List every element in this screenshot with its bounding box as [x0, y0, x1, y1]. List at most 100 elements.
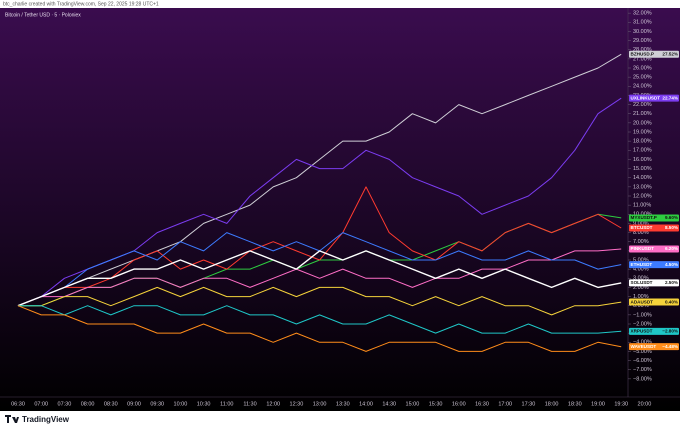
- y-tick-label: 11.00%: [633, 203, 651, 209]
- y-tick-label: 31.00%: [633, 20, 652, 26]
- y-tick-label: 2.00%: [633, 285, 649, 291]
- x-tick-label: 13:00: [313, 401, 327, 407]
- y-tick-label: 27.00%: [633, 56, 652, 62]
- series-line: [18, 286, 622, 316]
- x-tick-label: 18:00: [545, 401, 559, 407]
- series-value-label: 27.52%: [662, 52, 678, 57]
- series-line: [17, 250, 622, 307]
- x-tick-label: 06:30: [11, 401, 25, 407]
- series-name: MYXUSDT.P: [631, 215, 657, 220]
- series-name: PINKUSDT: [631, 246, 655, 251]
- x-tick-label: 11:00: [220, 401, 233, 407]
- x-tick-label: 08:30: [104, 401, 118, 407]
- series-tag-box: [629, 214, 679, 222]
- x-tick-label: 09:00: [127, 401, 141, 407]
- chart-background: [0, 8, 680, 411]
- x-tick-label: 07:00: [34, 401, 48, 407]
- series-line: [17, 186, 622, 307]
- series-tag-box: [629, 327, 679, 335]
- x-tick-label: 14:00: [359, 401, 373, 407]
- series-tag: PINKUSDT 6.20%: [629, 245, 679, 253]
- series-line: [17, 305, 622, 352]
- series-name: BTCUSDT: [631, 225, 653, 230]
- annotation: btc_charlie created with TradingView.com…: [3, 1, 159, 7]
- series-value-label: 8.50%: [665, 225, 678, 230]
- plot: [17, 53, 622, 352]
- y-tick-label: −8.00%: [633, 376, 652, 382]
- series-line: [18, 305, 622, 334]
- series-tag-box: [629, 261, 679, 269]
- series-value-label: 2.50%: [665, 280, 678, 285]
- series-name: WAVEUSDT: [631, 344, 657, 349]
- y-tick-label: 25.00%: [633, 75, 652, 81]
- y-tick-label: 4.00%: [633, 267, 649, 273]
- series-tag-box: [629, 94, 679, 102]
- x-tick-label: 07:30: [58, 401, 72, 407]
- y-tick-label: 21.00%: [633, 111, 652, 117]
- series-value-label: −4.48%: [662, 344, 678, 349]
- series-tag: UXLINKUSDT 22.74%: [629, 94, 679, 102]
- series-tag: BTCUSDT 8.50%: [629, 224, 679, 232]
- x-tick-label: 12:00: [266, 401, 280, 407]
- series-tag-box: [629, 279, 679, 287]
- series-tag-box: [629, 245, 679, 253]
- y-tick-label: 15.00%: [633, 166, 652, 172]
- y-tick-label: 14.00%: [633, 175, 652, 181]
- x-tick-label: 16:00: [452, 401, 466, 407]
- series-tag-box: [629, 298, 679, 306]
- y-tick-label: 12.00%: [633, 193, 652, 199]
- x-tick-label: 08:00: [81, 401, 95, 407]
- series-tag: BZHUSD.P 27.52%: [629, 50, 679, 58]
- x-tick-label: 13:30: [336, 401, 350, 407]
- series-name: BZHUSD.P: [631, 52, 654, 57]
- series-line: [17, 53, 622, 307]
- series-tag: SOLUSDT 2.50%: [629, 279, 679, 287]
- x-tick-label: 17:30: [522, 401, 536, 407]
- y-tick-label: 18.00%: [633, 139, 652, 145]
- y-tick-label: 26.00%: [633, 65, 652, 71]
- series-value-label: −2.80%: [662, 329, 678, 334]
- series-name: ADAUSDT: [631, 299, 654, 304]
- series-tag: ADAUSDT 0.40%: [629, 298, 679, 306]
- series-tag: ETHUSDT 4.50%: [629, 261, 679, 269]
- y-tick-label: 30.00%: [633, 29, 652, 35]
- y-tick-label: 28.00%: [633, 47, 652, 53]
- x-tick-label: 11:30: [243, 401, 256, 407]
- brand-logo: TradingView: [5, 415, 70, 424]
- x-tick-label: 18:30: [568, 401, 582, 407]
- series-tag: XRPUSDT −2.80%: [629, 327, 679, 335]
- y-tick-label: 16.00%: [633, 157, 652, 163]
- y-tick-label: −2.00%: [633, 321, 652, 327]
- series-tag-box: [629, 50, 679, 58]
- y-tick-label: 22.00%: [633, 102, 652, 108]
- y-tick-label: −5.00%: [633, 349, 652, 355]
- x-tick-label: 16:30: [475, 401, 489, 407]
- y-tick-label: 19.00%: [633, 129, 652, 135]
- y-tick-label: −4.00%: [633, 340, 652, 346]
- y-tick-label: −7.00%: [633, 367, 652, 373]
- series-name: SOLUSDT: [631, 280, 653, 285]
- series-tag-box: [629, 224, 679, 232]
- x-tick-label: 15:00: [406, 401, 420, 407]
- series-tag-box: [629, 343, 679, 351]
- y-tick-label: 7.00%: [633, 239, 649, 245]
- brand: TradingView: [22, 415, 70, 424]
- x-tick-label: 17:00: [498, 401, 512, 407]
- series-value-label: 6.20%: [665, 246, 678, 251]
- x-tick-label: 09:30: [150, 401, 164, 407]
- series-name: UXLINKUSDT: [631, 95, 661, 100]
- y-tick-label: 29.00%: [633, 38, 652, 44]
- y-tick-label: 1.00%: [633, 294, 649, 300]
- series-value-label: 4.50%: [665, 262, 678, 267]
- y-tick-label: 8.00%: [633, 230, 649, 236]
- x-tick-label: 15:30: [429, 401, 443, 407]
- series-name: ETHUSDT: [631, 262, 653, 267]
- x-tick-label: 19:00: [591, 401, 605, 407]
- y-tick-label: 20.00%: [633, 120, 652, 126]
- x-tick-label: 12:30: [290, 401, 304, 407]
- chart-title: Bitcoin / Tether USD · 5 · Poloniex: [5, 12, 81, 18]
- x-tick-label: 20:00: [638, 401, 652, 407]
- y-tick-label: 0.00%: [633, 303, 649, 309]
- y-tick-label: −1.00%: [633, 312, 652, 318]
- y-tick-label: 32.00%: [633, 11, 652, 17]
